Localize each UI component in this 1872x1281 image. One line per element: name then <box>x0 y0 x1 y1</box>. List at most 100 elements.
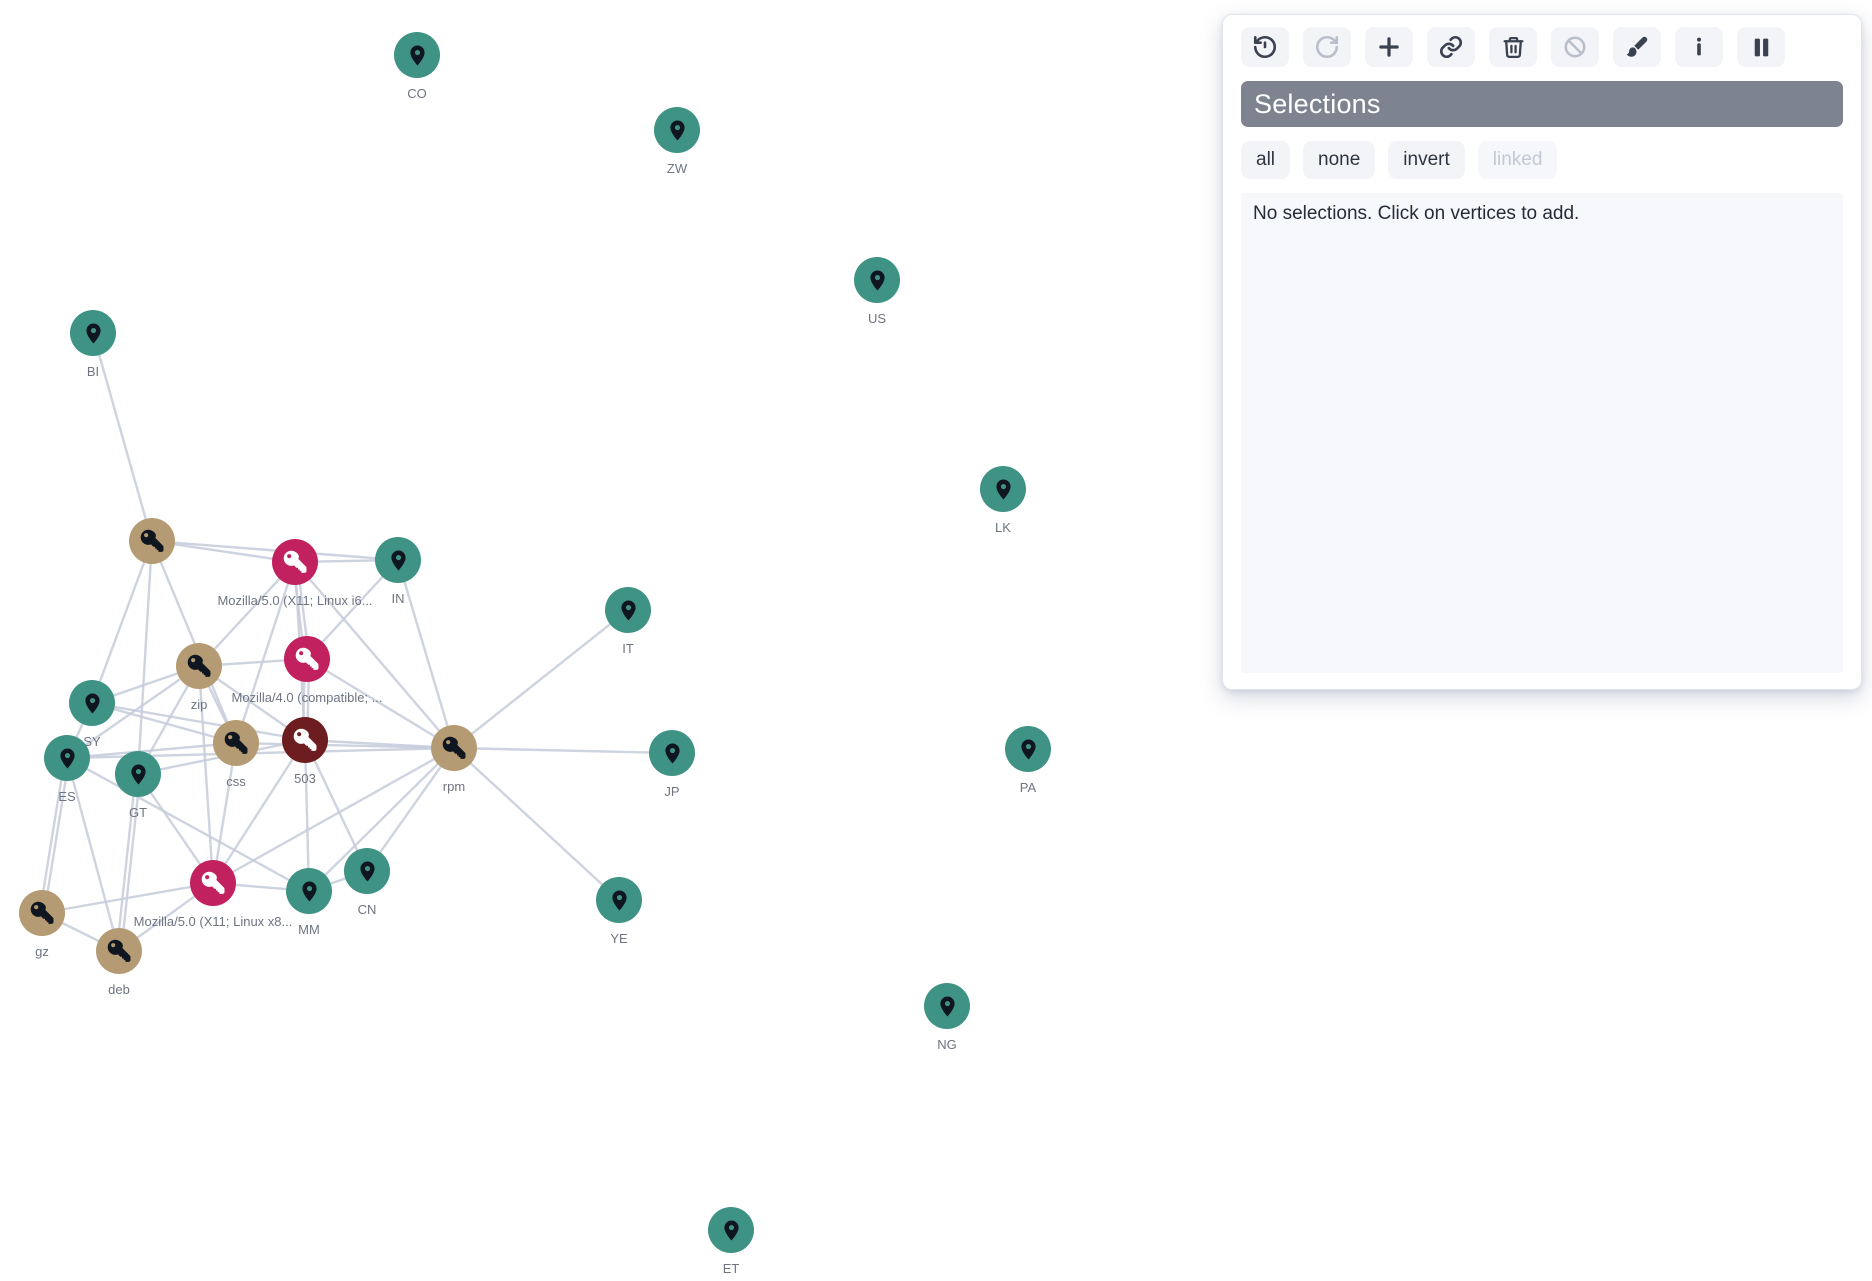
vertex-zip[interactable]: zip <box>176 643 222 712</box>
edge-es-gz <box>38 757 67 913</box>
vertex-us[interactable]: US <box>854 257 900 326</box>
key-icon <box>200 870 227 897</box>
vertex-key1[interactable] <box>129 518 175 564</box>
toolbar-ban-button <box>1551 27 1599 67</box>
key-icon <box>292 727 319 754</box>
selections-panel: Selections all none invert linked No select… <box>1222 14 1862 690</box>
pin-icon <box>866 267 889 294</box>
brush-icon <box>1624 34 1650 60</box>
edge-sy-s503 <box>91 701 306 742</box>
edge-gt-deb <box>115 773 138 951</box>
edge-s503-rpm <box>304 738 455 750</box>
toolbar-undo-button[interactable] <box>1241 27 1289 67</box>
edge-css-mozx8 <box>211 742 238 884</box>
vertex-ng[interactable]: NG <box>924 983 970 1052</box>
edge-mozx8-gz <box>41 881 214 915</box>
pin-icon <box>608 887 631 914</box>
edge-gt-deb <box>119 774 142 952</box>
vertex-lk[interactable]: LK <box>980 466 1026 535</box>
pin-icon <box>82 320 105 347</box>
select-none-button[interactable]: none <box>1303 141 1376 179</box>
pin-icon <box>81 690 104 717</box>
edge-key1-css <box>150 540 238 744</box>
toolbar-redo-button <box>1303 27 1351 67</box>
edge-key1-gt <box>136 540 154 775</box>
key-icon <box>139 528 166 555</box>
edge-moz5-css <box>234 561 297 744</box>
edge-es-gz <box>42 758 71 914</box>
edge-moz4-rpm <box>306 657 455 750</box>
link-icon <box>1438 34 1464 60</box>
pin-icon <box>387 547 410 574</box>
edge-in-rpm <box>396 559 456 749</box>
vertex-zw[interactable]: ZW <box>654 107 700 176</box>
panel-title: Selections <box>1241 81 1843 127</box>
select-all-button[interactable]: all <box>1241 141 1291 179</box>
edge-s503-mm <box>303 739 311 892</box>
edge-moz5-rpm <box>294 561 455 749</box>
trash-icon <box>1501 35 1526 60</box>
redo-icon <box>1314 34 1340 60</box>
edge-rpm-it <box>453 609 629 749</box>
edge-s503-mozx8 <box>211 739 307 884</box>
pin-icon <box>617 597 640 624</box>
edge-key1-moz5 <box>151 539 296 564</box>
edge-zip-es <box>66 665 200 759</box>
edge-key1-sy <box>90 540 154 704</box>
vertex-it[interactable]: IT <box>605 587 651 656</box>
pin-icon <box>298 878 321 905</box>
vertex-rpm[interactable]: rpm <box>431 725 477 794</box>
vertex-jp[interactable]: JP <box>649 730 695 799</box>
vertex-gz[interactable]: gz <box>19 890 65 959</box>
key-icon <box>282 549 309 576</box>
vertex-css[interactable]: css <box>213 720 259 789</box>
undo-icon <box>1252 34 1278 60</box>
key-icon <box>441 735 468 762</box>
select-invert-button[interactable]: invert <box>1388 141 1465 179</box>
edge-zip-mozx8 <box>197 665 215 884</box>
edge-rpm-mozx8 <box>212 746 455 885</box>
vertex-gt[interactable]: GT <box>115 751 161 820</box>
vertex-sy[interactable]: SY <box>69 680 115 749</box>
info-icon <box>1687 35 1711 59</box>
edge-bi-key1 <box>91 332 154 542</box>
plus-icon <box>1376 34 1402 60</box>
toolbar-paint-button[interactable] <box>1613 27 1661 67</box>
pin-icon <box>127 761 150 788</box>
vertex-mozilla-4-0-compatible[interactable]: Mozilla/4.0 (compatible; ... <box>231 636 383 705</box>
selection-list: No selections. Click on vertices to add. <box>1241 193 1843 673</box>
vertex-co[interactable]: CO <box>394 32 440 101</box>
vertex-es[interactable]: ES <box>44 735 90 804</box>
vertex-deb[interactable]: deb <box>96 928 142 997</box>
edge-rpm-mm <box>308 747 455 892</box>
toolbar-info-button[interactable] <box>1675 27 1723 67</box>
key-icon <box>223 730 250 757</box>
vertex-et[interactable]: ET <box>708 1207 754 1276</box>
vertex-pa[interactable]: PA <box>1005 726 1051 795</box>
pin-icon <box>992 476 1015 503</box>
toolbar-add-button[interactable] <box>1365 27 1413 67</box>
edge-es-css <box>66 741 237 760</box>
pin-icon <box>666 117 689 144</box>
vertex-mozilla-5-0-x11-linux-i6[interactable]: Mozilla/5.0 (X11; Linux i6... <box>217 539 373 608</box>
toolbar-pause-button[interactable] <box>1737 27 1785 67</box>
vertex-503[interactable]: 503 <box>282 717 328 786</box>
vertex-cn[interactable]: CN <box>344 848 390 917</box>
toolbar-link-button[interactable] <box>1427 27 1475 67</box>
key-icon <box>186 653 213 680</box>
pin-icon <box>661 740 684 767</box>
vertex-mozilla-5-0-x11-linux-x8[interactable]: Mozilla/5.0 (X11; Linux x8... <box>134 860 292 929</box>
pin-icon <box>936 993 959 1020</box>
key-icon <box>106 938 133 965</box>
toolbar-delete-button[interactable] <box>1489 27 1537 67</box>
vertex-mm[interactable]: MM <box>286 868 332 937</box>
key-icon <box>294 646 321 673</box>
vertex-bi[interactable]: BI <box>70 310 116 379</box>
pin-icon <box>1017 736 1040 763</box>
vertex-in[interactable]: IN <box>375 537 421 606</box>
edge-sy-css <box>91 701 237 745</box>
vertex-ye[interactable]: YE <box>596 877 642 946</box>
edge-es-mm <box>66 756 310 893</box>
pause-icon <box>1749 35 1774 60</box>
